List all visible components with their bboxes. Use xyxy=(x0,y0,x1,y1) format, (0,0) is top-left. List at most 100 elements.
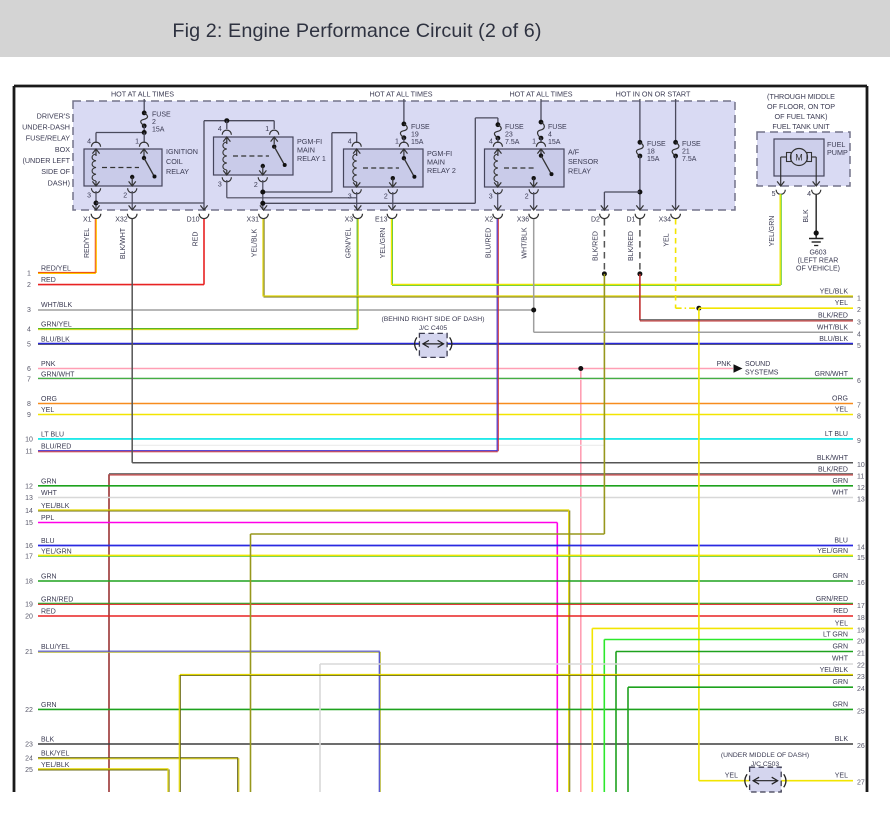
svg-text:BLU/BLK: BLU/BLK xyxy=(819,336,848,343)
svg-text:M: M xyxy=(795,153,803,163)
svg-text:SIDE OF: SIDE OF xyxy=(41,167,70,176)
svg-text:24: 24 xyxy=(857,686,865,693)
svg-text:9: 9 xyxy=(27,412,31,419)
svg-text:GRN: GRN xyxy=(832,701,848,708)
svg-text:WHT: WHT xyxy=(832,656,849,663)
svg-text:(UNDER MIDDLE OF DASH): (UNDER MIDDLE OF DASH) xyxy=(721,752,809,759)
svg-text:23: 23 xyxy=(505,132,513,139)
svg-text:GRN/WHT: GRN/WHT xyxy=(41,371,75,378)
svg-text:J/C C405: J/C C405 xyxy=(419,325,448,332)
svg-text:HOT AT ALL TIMES: HOT AT ALL TIMES xyxy=(369,90,432,99)
svg-text:YEL/GRN: YEL/GRN xyxy=(41,548,72,555)
svg-text:BLK/RED: BLK/RED xyxy=(818,312,848,319)
svg-text:X32: X32 xyxy=(115,217,128,224)
svg-text:IGNITION: IGNITION xyxy=(166,147,198,156)
svg-text:YEL/BLK: YEL/BLK xyxy=(820,667,849,674)
svg-text:RED/YEL: RED/YEL xyxy=(41,265,71,272)
svg-text:27: 27 xyxy=(857,780,865,787)
svg-text:14: 14 xyxy=(857,545,865,552)
svg-text:GRN/WHT: GRN/WHT xyxy=(815,371,849,378)
svg-text:BLK: BLK xyxy=(835,736,849,743)
svg-text:3: 3 xyxy=(348,194,352,201)
svg-text:9: 9 xyxy=(857,438,861,445)
svg-text:23: 23 xyxy=(25,742,33,749)
svg-text:2: 2 xyxy=(857,307,861,314)
svg-text:BLK/WHT: BLK/WHT xyxy=(120,227,127,259)
svg-text:15A: 15A xyxy=(411,139,424,146)
svg-text:18: 18 xyxy=(857,615,865,622)
svg-text:3: 3 xyxy=(27,307,31,314)
svg-text:J/C C503: J/C C503 xyxy=(751,761,780,768)
svg-text:GRN: GRN xyxy=(41,702,57,709)
svg-text:(LEFT REAR: (LEFT REAR xyxy=(798,258,839,265)
svg-text:11: 11 xyxy=(25,449,32,456)
svg-text:OF FLOOR, ON TOP: OF FLOOR, ON TOP xyxy=(767,102,835,111)
svg-text:BLK: BLK xyxy=(803,209,810,223)
svg-text:PNK: PNK xyxy=(717,361,732,368)
svg-text:PGM-FI: PGM-FI xyxy=(297,137,322,146)
svg-text:2: 2 xyxy=(123,193,127,200)
svg-text:4: 4 xyxy=(218,126,222,133)
svg-text:FUSE: FUSE xyxy=(647,141,666,148)
svg-text:(UNDER LEFT: (UNDER LEFT xyxy=(22,156,70,165)
svg-text:HOT AT ALL TIMES: HOT AT ALL TIMES xyxy=(509,90,572,99)
svg-text:7: 7 xyxy=(857,403,861,410)
svg-text:RED: RED xyxy=(41,609,56,616)
svg-text:FUSE/RELAY: FUSE/RELAY xyxy=(26,134,70,143)
svg-text:17: 17 xyxy=(25,553,33,560)
svg-text:FUSE: FUSE xyxy=(548,124,567,131)
svg-text:1: 1 xyxy=(395,139,399,146)
svg-text:BLK/RED: BLK/RED xyxy=(592,231,599,261)
svg-text:DASH): DASH) xyxy=(48,178,70,187)
svg-text:BLU: BLU xyxy=(41,538,55,545)
svg-text:1: 1 xyxy=(27,270,31,277)
svg-text:19: 19 xyxy=(857,627,865,634)
svg-text:15A: 15A xyxy=(152,127,165,134)
svg-text:3: 3 xyxy=(218,182,222,189)
svg-text:BLK/RED: BLK/RED xyxy=(818,466,848,473)
svg-text:2: 2 xyxy=(27,282,31,289)
svg-text:X2: X2 xyxy=(485,217,494,224)
svg-text:FUEL TANK UNIT: FUEL TANK UNIT xyxy=(772,122,830,131)
svg-text:5: 5 xyxy=(857,343,861,350)
svg-text:15A: 15A xyxy=(647,156,660,163)
svg-text:WHT/BLK: WHT/BLK xyxy=(522,227,529,258)
svg-text:FUEL: FUEL xyxy=(827,140,845,149)
svg-text:FUSE: FUSE xyxy=(411,124,430,131)
svg-text:FUSE: FUSE xyxy=(682,141,701,148)
svg-text:(THROUGH MIDDLE: (THROUGH MIDDLE xyxy=(767,92,835,101)
svg-text:PGM-FI: PGM-FI xyxy=(427,149,452,158)
svg-text:HOT IN ON OR START: HOT IN ON OR START xyxy=(616,90,691,99)
svg-text:21: 21 xyxy=(25,649,33,656)
svg-text:DRIVER'S: DRIVER'S xyxy=(37,111,71,120)
svg-text:RED: RED xyxy=(41,277,56,284)
svg-text:(BEHIND RIGHT SIDE OF DASH): (BEHIND RIGHT SIDE OF DASH) xyxy=(382,316,485,323)
svg-text:MAIN: MAIN xyxy=(297,146,315,155)
svg-text:SOUND: SOUND xyxy=(745,361,770,368)
svg-text:BOX: BOX xyxy=(55,145,70,154)
svg-text:BLU/BLK: BLU/BLK xyxy=(41,336,70,343)
svg-text:YEL: YEL xyxy=(725,773,738,780)
svg-text:GRN/YEL: GRN/YEL xyxy=(41,322,72,329)
svg-text:GRN: GRN xyxy=(41,478,57,485)
svg-text:17: 17 xyxy=(857,603,865,610)
svg-text:3: 3 xyxy=(489,194,493,201)
svg-text:GRN: GRN xyxy=(832,644,848,651)
svg-text:UNDER-DASH: UNDER-DASH xyxy=(22,122,70,131)
svg-text:12: 12 xyxy=(857,485,865,492)
svg-text:YEL/BLK: YEL/BLK xyxy=(41,762,70,769)
svg-text:COIL: COIL xyxy=(166,157,183,166)
svg-text:D10: D10 xyxy=(187,217,200,224)
svg-text:4: 4 xyxy=(348,139,352,146)
svg-text:13: 13 xyxy=(25,495,33,502)
svg-text:YEL/GRN: YEL/GRN xyxy=(769,216,776,247)
svg-text:GRN: GRN xyxy=(832,679,848,686)
svg-text:2: 2 xyxy=(152,119,156,126)
svg-text:PUMP: PUMP xyxy=(827,148,848,157)
svg-text:22: 22 xyxy=(25,707,33,714)
svg-text:LT BLU: LT BLU xyxy=(825,431,848,438)
svg-text:25: 25 xyxy=(25,767,33,774)
svg-text:RED: RED xyxy=(833,608,848,615)
svg-text:RELAY 2: RELAY 2 xyxy=(427,166,456,175)
svg-text:RELAY: RELAY xyxy=(568,167,591,176)
